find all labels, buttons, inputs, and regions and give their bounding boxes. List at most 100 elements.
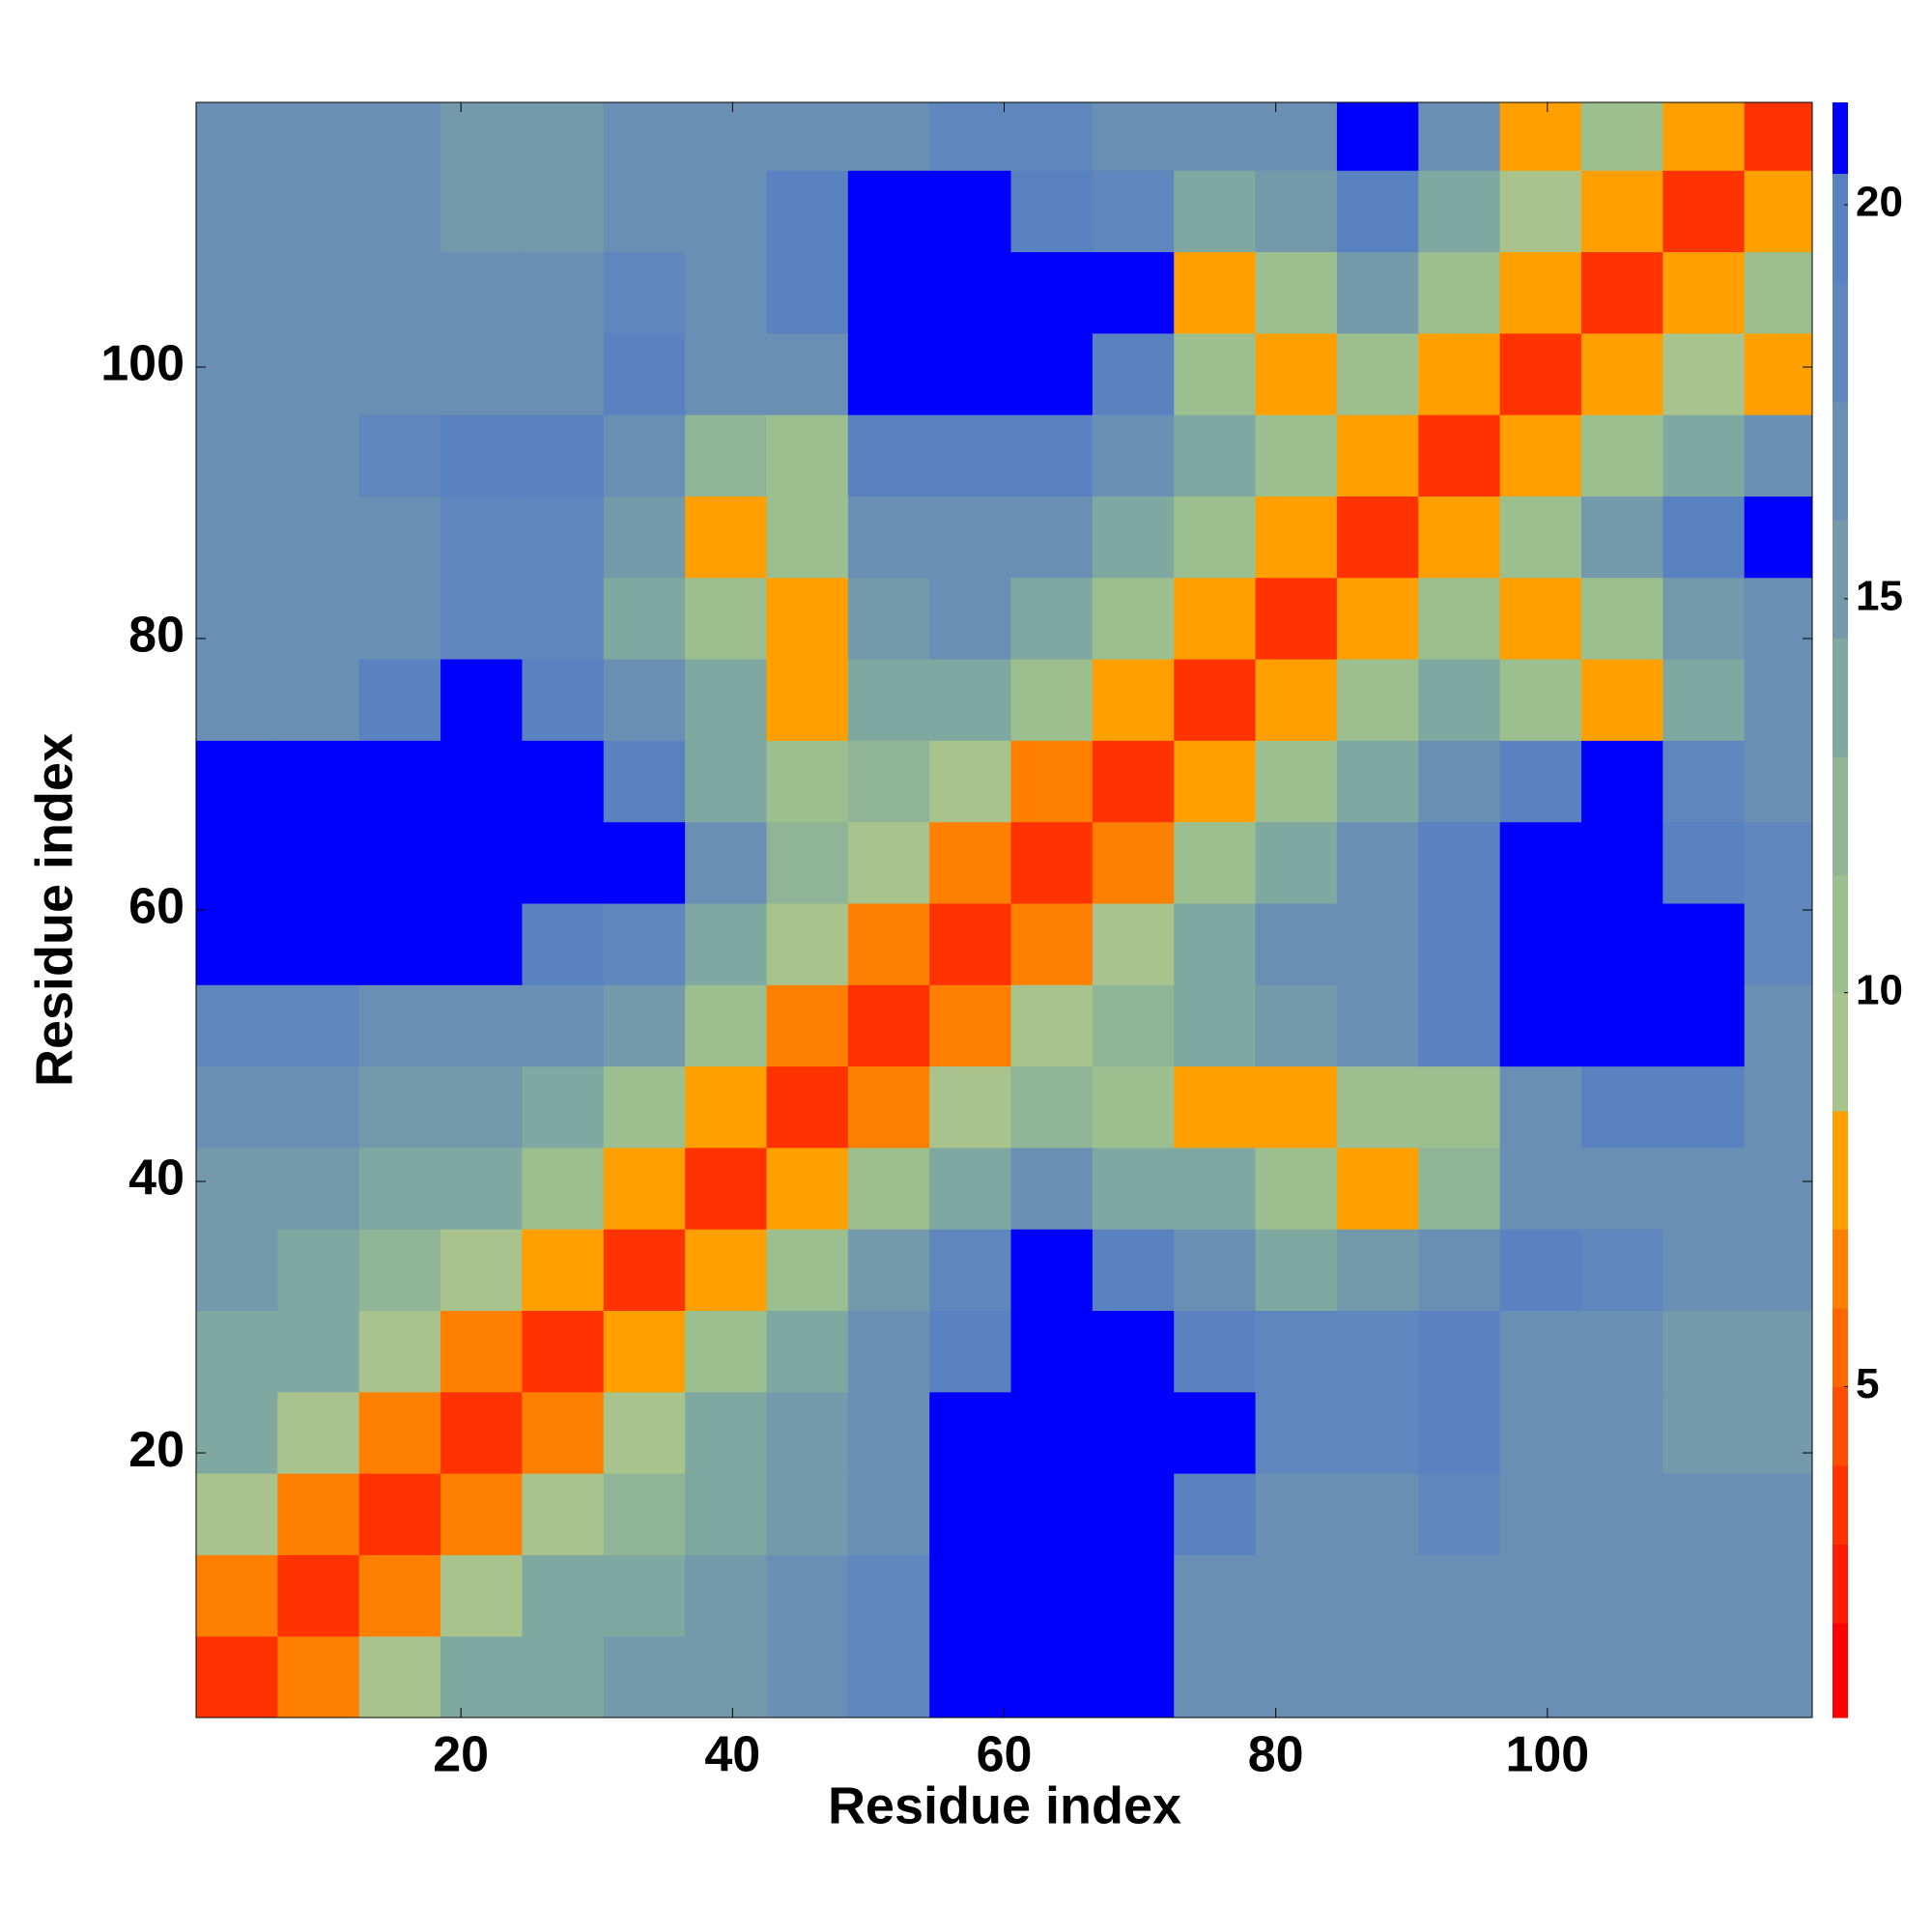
colorbar-band	[1833, 1623, 1848, 1719]
heatmap-cell	[1662, 1473, 1746, 1555]
heatmap-cell	[1744, 332, 1813, 415]
heatmap-cell	[847, 102, 930, 171]
heatmap-cell	[196, 1554, 278, 1637]
heatmap-cell	[1255, 170, 1338, 253]
x-tick-label: 40	[704, 1727, 760, 1783]
heatmap-cell	[1418, 1065, 1501, 1149]
heatmap-cell	[1662, 102, 1746, 171]
heatmap-cell	[277, 740, 360, 823]
heatmap-cell	[358, 821, 441, 904]
heatmap-cell	[1418, 1473, 1501, 1555]
heatmap-cell	[1418, 902, 1501, 985]
heatmap-cell	[1418, 1229, 1501, 1311]
heatmap-cell	[277, 659, 360, 741]
heatmap-cell	[685, 1473, 767, 1555]
heatmap-cell	[847, 1473, 930, 1555]
heatmap-cell	[277, 496, 360, 579]
colorbar-band	[1833, 874, 1848, 994]
heatmap-cell	[603, 659, 686, 741]
heatmap-cell	[929, 577, 1012, 660]
heatmap-cell	[440, 1310, 523, 1393]
heatmap-cell	[929, 1229, 1012, 1311]
heatmap-cell	[847, 577, 930, 660]
heatmap-cell	[1581, 740, 1663, 823]
colorbar-tick-label: 5	[1856, 1360, 1879, 1407]
heatmap-cell	[685, 170, 767, 253]
heatmap-cell	[766, 102, 849, 171]
heatmap-cell	[1744, 821, 1813, 904]
heatmap-cell	[440, 740, 523, 823]
heatmap-cell	[1662, 496, 1746, 579]
heatmap-cell	[1499, 1310, 1582, 1393]
heatmap-cell	[1662, 821, 1746, 904]
heatmap-cell	[603, 1065, 686, 1149]
heatmap-cell	[766, 1635, 849, 1719]
heatmap-cell	[196, 1065, 278, 1149]
heatmap-cell	[1092, 902, 1175, 985]
colorbar-tick-label: 20	[1856, 179, 1903, 226]
heatmap-cell	[1010, 740, 1094, 823]
heatmap-cell	[1010, 821, 1094, 904]
heatmap-cell	[1255, 984, 1338, 1067]
heatmap-cell	[440, 821, 523, 904]
heatmap-cell	[766, 984, 849, 1067]
heatmap-cell	[1744, 1473, 1813, 1555]
heatmap-cell	[1336, 1065, 1419, 1149]
x-tick-label: 100	[1505, 1727, 1589, 1783]
heatmap-cell	[929, 332, 1012, 415]
heatmap-cell	[1010, 1229, 1094, 1311]
heatmap-cell	[929, 1473, 1012, 1555]
heatmap-cell	[1174, 251, 1257, 334]
heatmap-cell	[1255, 332, 1338, 415]
heatmap-cell	[766, 740, 849, 823]
heatmap-cell	[196, 1473, 278, 1555]
heatmap-cell	[1418, 659, 1501, 741]
heatmap-cell	[847, 332, 930, 415]
heatmap-cell	[929, 1635, 1012, 1719]
heatmap-cell	[847, 1065, 930, 1149]
heatmap-cell	[277, 1229, 360, 1311]
heatmap-cell	[685, 414, 767, 497]
heatmap-cell	[1662, 740, 1746, 823]
heatmap-cell	[1010, 577, 1094, 660]
colorbar-band	[1833, 1110, 1848, 1230]
heatmap-cell	[277, 1310, 360, 1393]
heatmap-cell	[1499, 170, 1582, 253]
heatmap-cell	[522, 821, 605, 904]
heatmap-cell	[929, 659, 1012, 741]
heatmap-cell	[440, 659, 523, 741]
heatmap-cell	[1418, 170, 1501, 253]
heatmap-cell	[1336, 1310, 1419, 1393]
heatmap-cell	[1092, 251, 1175, 334]
heatmap-cell	[196, 1391, 278, 1474]
heatmap-cell	[1336, 332, 1419, 415]
heatmap-cell	[847, 984, 930, 1067]
heatmap-cell	[440, 102, 523, 171]
heatmap-cell	[1010, 1147, 1094, 1230]
heatmap-cell	[440, 902, 523, 985]
heatmap-cell	[1255, 1635, 1338, 1719]
colorbar-band	[1833, 1386, 1848, 1466]
heatmap-cell	[1744, 659, 1813, 741]
heatmap-cell	[685, 251, 767, 334]
heatmap-cell	[1336, 496, 1419, 579]
heatmap-cell	[1092, 821, 1175, 904]
heatmap-cell	[358, 1310, 441, 1393]
heatmap-cell	[358, 1065, 441, 1149]
heatmap-cell	[766, 659, 849, 741]
y-tick-label: 20	[128, 1422, 185, 1478]
heatmap-cell	[766, 332, 849, 415]
y-tick-label: 80	[128, 608, 185, 664]
heatmap-cell	[1336, 902, 1419, 985]
heatmap-cell	[196, 102, 278, 171]
heatmap-cell	[1418, 332, 1501, 415]
heatmap-cell	[603, 1554, 686, 1637]
heatmap-cell	[1010, 170, 1094, 253]
heatmap-cell	[929, 740, 1012, 823]
heatmap-cell	[685, 740, 767, 823]
heatmap-cell	[1174, 1635, 1257, 1719]
heatmap-cell	[1174, 1065, 1257, 1149]
heatmap-cell	[277, 170, 360, 253]
y-tick-label: 60	[128, 879, 185, 935]
heatmap-cell	[277, 984, 360, 1067]
